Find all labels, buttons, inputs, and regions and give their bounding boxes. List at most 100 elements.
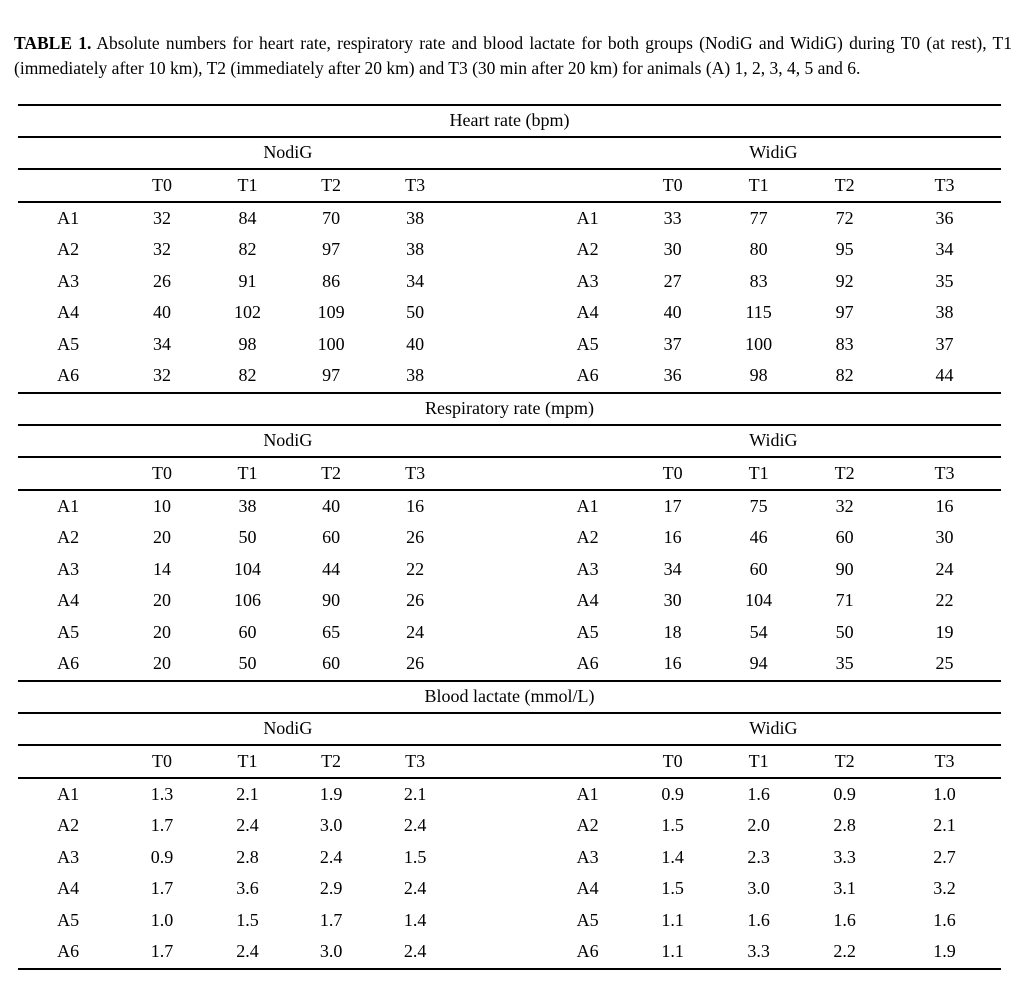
empty-cell bbox=[18, 424, 119, 458]
row-label: A2 bbox=[57, 815, 80, 836]
data-cell: 2.2 bbox=[801, 936, 888, 970]
row-label: A3 bbox=[576, 558, 599, 579]
empty-cell bbox=[18, 136, 119, 170]
time-header-row: T0 T1 T2 T3 T0 T1 T2 T3 bbox=[18, 744, 1001, 779]
data-cell: 106 bbox=[234, 590, 262, 611]
time-header: T1 bbox=[715, 456, 802, 491]
group-header-row: NodiG WidiG bbox=[18, 712, 1001, 746]
spacer-cell bbox=[457, 360, 546, 394]
spacer-cell bbox=[457, 936, 546, 970]
time-header-row: T0 T1 T2 T3 T0 T1 T2 T3 bbox=[18, 168, 1001, 203]
table-row: A4 1.7 3.6 2.9 2.4 A4 1.5 3.0 3.1 3.2 bbox=[18, 873, 1001, 905]
data-cell: 2.8 bbox=[236, 846, 259, 867]
data-cell: 2.4 bbox=[403, 815, 427, 836]
data-cell: 17 bbox=[663, 495, 682, 516]
spacer-cell bbox=[457, 617, 545, 649]
data-cell: 1.4 bbox=[403, 909, 427, 930]
time-header: T1 bbox=[205, 168, 290, 203]
data-cell: 46 bbox=[749, 527, 768, 548]
data-cell: 1.6 bbox=[833, 909, 856, 930]
respiratory-rate-table: Respiratory rate (mpm) NodiG WidiG T0 T1… bbox=[18, 393, 1001, 682]
empty-cell bbox=[18, 712, 119, 746]
data-cell: 20 bbox=[118, 648, 206, 682]
row-label: A6 bbox=[545, 936, 630, 970]
spacer-cell bbox=[457, 456, 546, 491]
table-row: A2 32 82 97 38 A2 30 80 95 34 bbox=[18, 234, 1001, 266]
data-cell: 32 bbox=[153, 207, 171, 228]
data-cell: 38 bbox=[935, 302, 954, 323]
data-cell: 60 bbox=[835, 527, 854, 548]
data-cell: 82 bbox=[238, 239, 257, 260]
data-cell: 92 bbox=[835, 270, 854, 291]
time-header: T0 bbox=[118, 744, 206, 779]
data-cell: 86 bbox=[322, 270, 341, 291]
group-header-right: WidiG bbox=[545, 136, 1001, 170]
row-label: A1 bbox=[576, 495, 599, 516]
empty-cell bbox=[545, 456, 630, 491]
data-cell: 3.6 bbox=[236, 878, 259, 899]
spacer-cell bbox=[457, 554, 545, 586]
data-cell: 60 bbox=[238, 621, 257, 642]
data-cell: 3.0 bbox=[289, 936, 373, 970]
time-header: T2 bbox=[801, 456, 888, 491]
table-row: A1 1.3 2.1 1.9 2.1 A1 0.9 1.6 0.9 1.0 bbox=[18, 778, 1001, 811]
time-header: T2 bbox=[289, 168, 373, 203]
data-cell: 16 bbox=[935, 495, 954, 516]
data-cell: 3.0 bbox=[319, 815, 343, 836]
group-header-row: NodiG WidiG bbox=[18, 136, 1001, 170]
data-cell: 71 bbox=[835, 590, 854, 611]
row-label: A6 bbox=[18, 360, 119, 394]
time-header: T2 bbox=[801, 168, 888, 203]
time-header: T1 bbox=[205, 744, 290, 779]
table-row: A4 40 102 109 50 A4 40 115 97 38 bbox=[18, 297, 1001, 329]
data-cell: 0.9 bbox=[661, 783, 684, 804]
data-cell: 26 bbox=[372, 648, 458, 682]
time-header: T3 bbox=[887, 168, 1001, 203]
time-header: T0 bbox=[629, 456, 716, 491]
data-cell: 1.9 bbox=[319, 783, 343, 804]
data-cell: 83 bbox=[835, 333, 854, 354]
data-cell: 34 bbox=[935, 239, 954, 260]
data-cell: 20 bbox=[153, 621, 171, 642]
data-cell: 91 bbox=[238, 270, 257, 291]
data-cell: 1.1 bbox=[661, 909, 684, 930]
data-cell: 26 bbox=[153, 270, 171, 291]
data-cell: 1.7 bbox=[150, 815, 174, 836]
row-label: A2 bbox=[576, 239, 599, 260]
group-header-left: NodiG bbox=[118, 424, 458, 458]
data-cell: 22 bbox=[406, 558, 425, 579]
data-cell: 2.4 bbox=[372, 936, 458, 970]
spacer-cell bbox=[457, 202, 545, 235]
row-label: A3 bbox=[57, 558, 80, 579]
spacer-cell bbox=[457, 810, 545, 842]
row-label: A4 bbox=[576, 590, 599, 611]
data-cell: 2.1 bbox=[933, 815, 956, 836]
data-cell: 2.4 bbox=[319, 846, 343, 867]
data-cell: 75 bbox=[749, 495, 768, 516]
data-cell: 97 bbox=[322, 239, 341, 260]
data-cell: 1.5 bbox=[236, 909, 259, 930]
empty-cell bbox=[18, 168, 119, 203]
row-label: A5 bbox=[576, 909, 599, 930]
row-label: A4 bbox=[576, 302, 599, 323]
time-header-row: T0 T1 T2 T3 T0 T1 T2 T3 bbox=[18, 456, 1001, 491]
data-cell: 26 bbox=[406, 590, 425, 611]
blood-lactate-table: Blood lactate (mmol/L) NodiG WidiG T0 T1… bbox=[18, 681, 1001, 970]
data-cell: 2.8 bbox=[833, 815, 856, 836]
table-row: A6 20 50 60 26 A6 16 94 35 25 bbox=[18, 648, 1001, 682]
data-cell: 30 bbox=[663, 239, 682, 260]
section-title: Respiratory rate (mpm) bbox=[18, 393, 1001, 426]
data-cell: 38 bbox=[372, 360, 458, 394]
empty-cell bbox=[545, 744, 630, 779]
spacer-cell bbox=[457, 585, 545, 617]
empty-cell bbox=[545, 168, 630, 203]
row-label: A6 bbox=[18, 936, 119, 970]
data-cell: 35 bbox=[935, 270, 954, 291]
data-cell: 0.9 bbox=[150, 846, 174, 867]
table-row: A3 0.9 2.8 2.4 1.5 A3 1.4 2.3 3.3 2.7 bbox=[18, 842, 1001, 874]
row-label: A5 bbox=[57, 621, 80, 642]
data-cell: 2.1 bbox=[236, 783, 259, 804]
data-cell: 100 bbox=[745, 333, 773, 354]
time-header: T1 bbox=[715, 744, 802, 779]
